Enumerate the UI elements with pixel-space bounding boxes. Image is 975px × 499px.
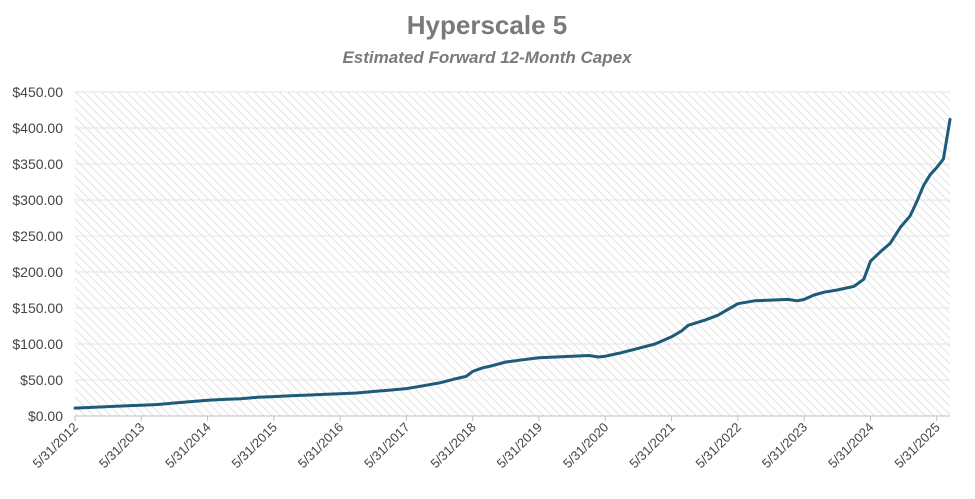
plot-area [75,92,950,416]
x-tick-label: 5/31/2017 [361,420,413,472]
y-tick-label: $250.00 [12,228,63,244]
x-tick-label: 5/31/2012 [30,420,82,472]
chart-title: Hyperscale 5 [407,10,567,40]
x-tick-label: 5/31/2013 [96,420,148,472]
y-tick-label: $200.00 [12,264,63,280]
y-tick-label: $450.00 [12,84,63,100]
x-tick-label: 5/31/2019 [494,420,546,472]
y-tick-label: $100.00 [12,336,63,352]
x-tick-label: 5/31/2016 [295,420,347,472]
x-tick-label: 5/31/2023 [759,420,811,472]
x-tick-label: 5/31/2021 [626,420,678,472]
chart-subtitle: Estimated Forward 12-Month Capex [342,48,633,67]
y-tick-label: $300.00 [12,192,63,208]
x-tick-label: 5/31/2022 [692,420,744,472]
y-tick-label: $50.00 [20,372,63,388]
x-tick-label: 5/31/2014 [162,420,214,472]
data-points [74,119,951,409]
y-axis: $0.00 $50.00 $100.00 $150.00 $200.00 $250.00 $… [12,84,63,424]
y-tick-label: $350.00 [12,156,63,172]
y-tick-label: $400.00 [12,120,63,136]
x-tick-label: 5/31/2025 [891,420,943,472]
x-tick-label: 5/31/2015 [228,420,280,472]
x-tick-label: 5/31/2024 [825,420,877,472]
y-tick-label: $150.00 [12,300,63,316]
x-axis: 5/31/2012 5/31/2013 5/31/2014 5/31/2015 5/31… [30,416,943,471]
gridlines [75,91,950,417]
y-tick-label: $0.00 [28,408,63,424]
x-tick-label: 5/31/2018 [427,420,479,472]
x-tick-label: 5/31/2020 [560,420,612,472]
